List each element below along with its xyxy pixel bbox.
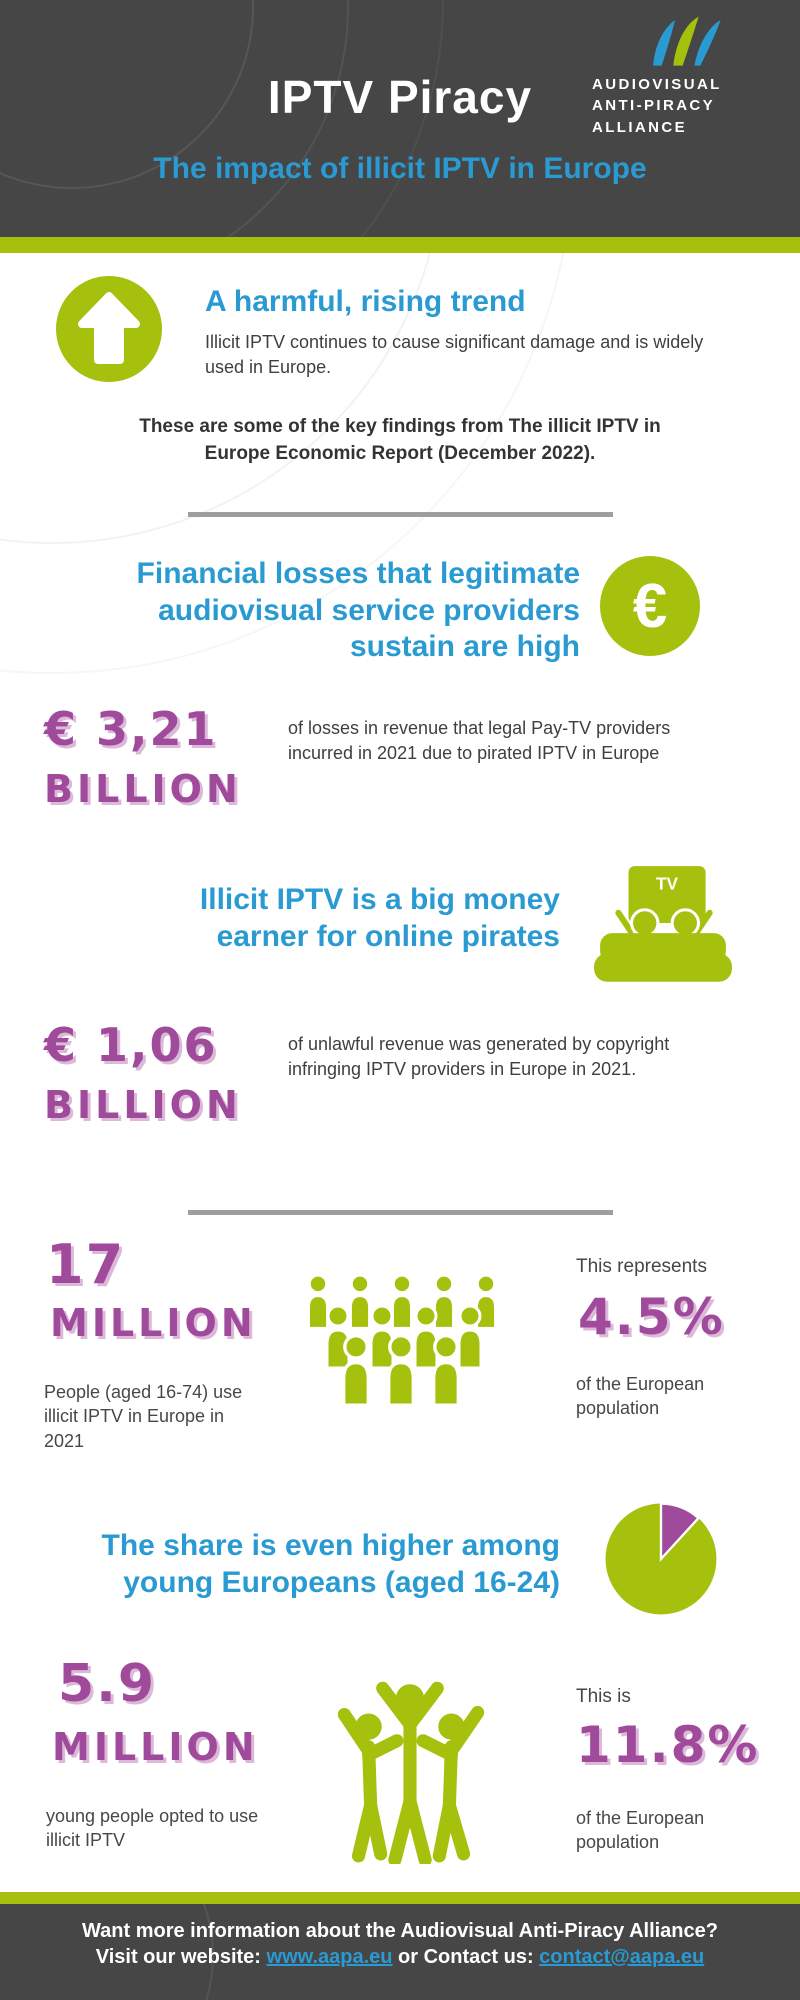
aapa-logo-text: AUDIOVISUAL ANTI-PIRACY ALLIANCE xyxy=(592,74,784,138)
losses-heading: Financial losses that legitimate audiovi… xyxy=(60,556,580,666)
youth-intro-text: This is xyxy=(576,1686,631,1707)
youth-stat-unit: MILLION xyxy=(52,1725,259,1769)
footer-question: Want more information about the Audiovis… xyxy=(82,1920,718,1942)
key-findings-text: These are some of the key findings from … xyxy=(139,416,661,464)
earnings-stat-unit: BILLION xyxy=(44,1083,242,1127)
aapa-logo: AUDIOVISUAL ANTI-PIRACY ALLIANCE xyxy=(592,16,784,138)
losses-heading-line: sustain are high xyxy=(349,630,580,664)
logo-line-2: ANTI-PIRACY xyxy=(592,97,716,115)
crowd-icon xyxy=(288,1264,516,1407)
header: AUDIOVISUAL ANTI-PIRACY ALLIANCE IPTV Pi… xyxy=(0,0,800,237)
logo-line-3: ALLIANCE xyxy=(592,118,688,136)
youth-heading-line: young Europeans (aged 16-24) xyxy=(123,1565,560,1599)
header-divider-bar xyxy=(0,237,800,253)
footer-contact-text: or Contact us: xyxy=(392,1946,540,1968)
youth-percentage-caption: of the European population xyxy=(576,1808,705,1853)
tv-label: TV xyxy=(656,874,679,894)
youth-heading-line: The share is even higher among xyxy=(101,1529,560,1562)
losses-stat-value: € 3,21 xyxy=(44,702,218,756)
users-stat-unit: MILLION xyxy=(50,1301,257,1345)
earnings-heading: Illicit IPTV is a big money earner for o… xyxy=(120,882,560,955)
euro-icon: € xyxy=(600,556,700,656)
users-percentage: 4.5% xyxy=(578,1288,725,1346)
youth-description: young people opted to use illicit IPTV xyxy=(46,1806,259,1851)
trend-body-text: Illicit IPTV continues to cause signific… xyxy=(205,332,704,377)
rising-arrow-icon xyxy=(56,276,162,382)
losses-description: of losses in revenue that legal Pay-TV p… xyxy=(288,718,671,763)
aapa-logo-icon xyxy=(653,16,721,66)
trend-heading: A harmful, rising trend xyxy=(205,285,526,318)
users-stat-value: 17 xyxy=(46,1233,126,1296)
users-description: People (aged 16-74) use illicit IPTV in … xyxy=(44,1382,243,1451)
section-divider xyxy=(188,1210,613,1215)
losses-heading-line: audiovisual service providers xyxy=(158,593,580,627)
youth-heading: The share is even higher among young Eur… xyxy=(90,1528,560,1601)
footer-visit-text: Visit our website: xyxy=(95,1946,267,1968)
footer-divider-bar xyxy=(0,1892,800,1904)
earnings-description: of unlawful revenue was generated by cop… xyxy=(288,1034,670,1079)
losses-heading-line: Financial losses that legitimate xyxy=(136,557,580,590)
users-intro-text: This represents xyxy=(576,1256,707,1277)
youth-pie-wedge xyxy=(659,1502,701,1563)
friends-icon xyxy=(334,1662,486,1867)
footer-contact-line: Visit our website: www.aapa.eu or Contac… xyxy=(0,1944,800,1970)
users-percentage-caption: of the European population xyxy=(576,1374,705,1419)
logo-line-1: AUDIOVISUAL xyxy=(592,76,722,93)
page-title: IPTV Piracy xyxy=(267,71,533,123)
email-link[interactable]: contact@aapa.eu xyxy=(539,1946,705,1968)
page-subtitle: The impact of illicit IPTV in Europe xyxy=(153,152,647,185)
youth-pie-chart xyxy=(602,1500,720,1618)
watching-tv-icon: TV xyxy=(592,864,734,986)
youth-stat-value: 5.9 xyxy=(58,1654,157,1714)
euro-symbol: € xyxy=(632,571,668,641)
section-divider xyxy=(188,512,613,517)
earnings-stat-value: € 1,06 xyxy=(44,1018,218,1072)
losses-stat-unit: BILLION xyxy=(44,767,242,811)
earnings-heading-line: earner for online pirates xyxy=(216,919,560,953)
website-link[interactable]: www.aapa.eu xyxy=(266,1946,393,1968)
footer: Want more information about the Audiovis… xyxy=(0,1904,800,2000)
earnings-heading-line: Illicit IPTV is a big money xyxy=(199,883,560,916)
youth-percentage: 11.8% xyxy=(576,1716,760,1774)
